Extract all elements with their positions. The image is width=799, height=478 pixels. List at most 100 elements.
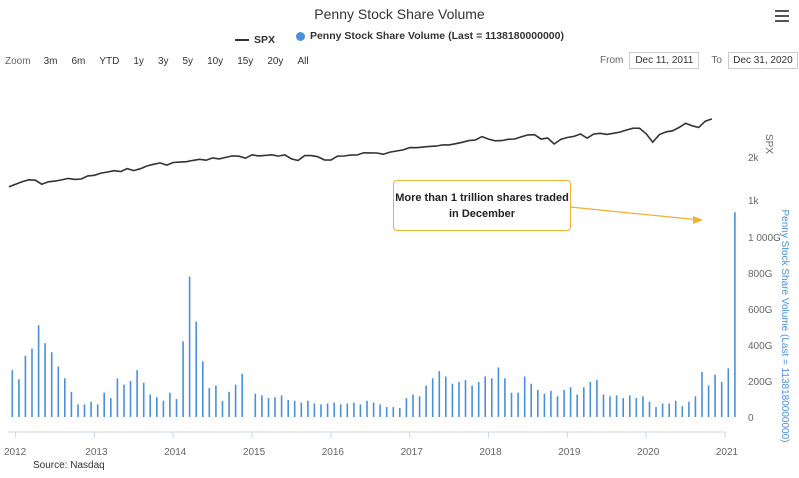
volume-bar bbox=[307, 400, 309, 417]
volume-bar bbox=[550, 390, 552, 417]
volume-bar bbox=[313, 403, 316, 417]
volume-bar bbox=[129, 381, 132, 417]
volume-bar bbox=[123, 384, 125, 417]
volume-bar bbox=[556, 396, 559, 417]
volume-bars bbox=[11, 212, 736, 417]
volume-bar bbox=[471, 385, 473, 417]
annotation-callout: More than 1 trillion shares traded in De… bbox=[393, 180, 571, 231]
to-label: To bbox=[711, 55, 722, 66]
volume-bar bbox=[583, 387, 585, 417]
zoom-button-ytd[interactable]: YTD bbox=[99, 56, 120, 67]
volume-bar bbox=[589, 381, 592, 417]
volume-bar bbox=[142, 382, 145, 417]
from-label: From bbox=[600, 55, 624, 66]
volume-bar bbox=[714, 374, 716, 417]
zoom-button-all[interactable]: All bbox=[297, 56, 309, 67]
spx-axis-label: SPX bbox=[763, 134, 774, 154]
zoom-button-20y[interactable]: 20y bbox=[267, 56, 284, 67]
volume-bar bbox=[569, 387, 572, 417]
volume-bar bbox=[83, 404, 86, 417]
volume-bar bbox=[221, 400, 224, 417]
volume-bar bbox=[188, 276, 191, 417]
volume-bar bbox=[215, 385, 217, 417]
zoom-button-3y[interactable]: 3y bbox=[157, 56, 169, 67]
zoom-button-10y[interactable]: 10y bbox=[207, 56, 224, 67]
volume-bar bbox=[484, 376, 486, 417]
chart-legend: SPX Penny Stock Share Volume (Last = 113… bbox=[0, 30, 799, 46]
volume-bar bbox=[372, 402, 375, 417]
volume-bar bbox=[720, 381, 723, 417]
legend-item-spx[interactable]: SPX bbox=[235, 34, 275, 46]
volume-bar bbox=[517, 392, 519, 417]
zoom-toolbar: Zoom 3m 6m YTD 1y 3y 5y 10y 15y 20y All bbox=[5, 56, 316, 67]
volume-tick-label: 0 bbox=[748, 413, 754, 424]
from-date-input[interactable] bbox=[629, 52, 700, 69]
x-tick-label: 2017 bbox=[401, 447, 424, 458]
volume-bar bbox=[596, 380, 598, 417]
volume-bar bbox=[392, 407, 395, 417]
spx-line bbox=[8, 118, 713, 188]
volume-axis-ticks: 1 000G 800G 600G 400G 200G 0 bbox=[748, 233, 781, 424]
zoom-button-5y[interactable]: 5y bbox=[182, 56, 194, 67]
volume-bar bbox=[326, 403, 329, 417]
volume-bar bbox=[635, 398, 638, 417]
volume-bar bbox=[674, 400, 677, 417]
volume-tick-label: 600G bbox=[748, 305, 773, 316]
volume-bar bbox=[320, 404, 322, 417]
volume-bar bbox=[287, 399, 289, 417]
volume-bar bbox=[615, 395, 618, 417]
volume-bar bbox=[64, 378, 66, 417]
volume-bar bbox=[24, 355, 27, 417]
volume-bar bbox=[497, 367, 500, 417]
volume-bar bbox=[149, 394, 151, 417]
volume-bar bbox=[701, 372, 703, 417]
volume-bar bbox=[18, 379, 20, 417]
volume-bar bbox=[162, 400, 165, 417]
source-note: Source: Nasdaq bbox=[33, 460, 105, 471]
legend-item-volume[interactable]: Penny Stock Share Volume (Last = 1138180… bbox=[295, 30, 564, 42]
volume-bar bbox=[136, 370, 138, 417]
volume-bar bbox=[57, 366, 60, 417]
zoom-button-1y[interactable]: 1y bbox=[133, 56, 144, 67]
volume-bar bbox=[156, 397, 158, 417]
legend-line-symbol bbox=[235, 38, 250, 41]
to-date-input[interactable] bbox=[727, 52, 798, 69]
volume-bar bbox=[661, 403, 664, 417]
volume-bar bbox=[234, 384, 237, 417]
volume-bar bbox=[438, 371, 441, 417]
volume-bar bbox=[90, 401, 92, 417]
zoom-button-3m[interactable]: 3m bbox=[43, 56, 58, 67]
volume-bar bbox=[451, 383, 454, 417]
volume-bar bbox=[261, 395, 263, 417]
hamburger-menu-icon[interactable] bbox=[775, 10, 789, 22]
volume-bar bbox=[399, 408, 401, 417]
volume-bar bbox=[169, 392, 171, 417]
zoom-button-15y[interactable]: 15y bbox=[237, 56, 254, 67]
volume-bar bbox=[50, 352, 53, 417]
volume-bar bbox=[359, 404, 362, 417]
x-tick-label: 2014 bbox=[164, 447, 187, 458]
volume-bar bbox=[543, 393, 546, 417]
volume-bar bbox=[655, 407, 657, 417]
volume-bar bbox=[241, 373, 243, 417]
volume-bar bbox=[333, 402, 335, 417]
volume-bar bbox=[208, 388, 211, 417]
volume-bar bbox=[602, 394, 605, 417]
volume-bar bbox=[366, 400, 368, 417]
x-tick-label: 2021 bbox=[716, 447, 739, 458]
volume-tick-label: 200G bbox=[748, 377, 773, 388]
x-tick-label: 2016 bbox=[322, 447, 345, 458]
volume-bar bbox=[254, 393, 257, 417]
spx-tick-label: 2k bbox=[748, 153, 760, 164]
x-tick-label: 2019 bbox=[558, 447, 581, 458]
volume-bar bbox=[458, 381, 460, 417]
volume-bar bbox=[537, 390, 539, 417]
volume-bar bbox=[523, 376, 526, 417]
volume-bar bbox=[694, 396, 697, 417]
volume-bar bbox=[300, 402, 303, 417]
volume-bar bbox=[734, 212, 736, 417]
zoom-label: Zoom bbox=[5, 56, 31, 67]
x-tick-label: 2013 bbox=[85, 447, 108, 458]
volume-tick-label: 1 000G bbox=[748, 233, 781, 244]
zoom-button-6m[interactable]: 6m bbox=[71, 56, 86, 67]
